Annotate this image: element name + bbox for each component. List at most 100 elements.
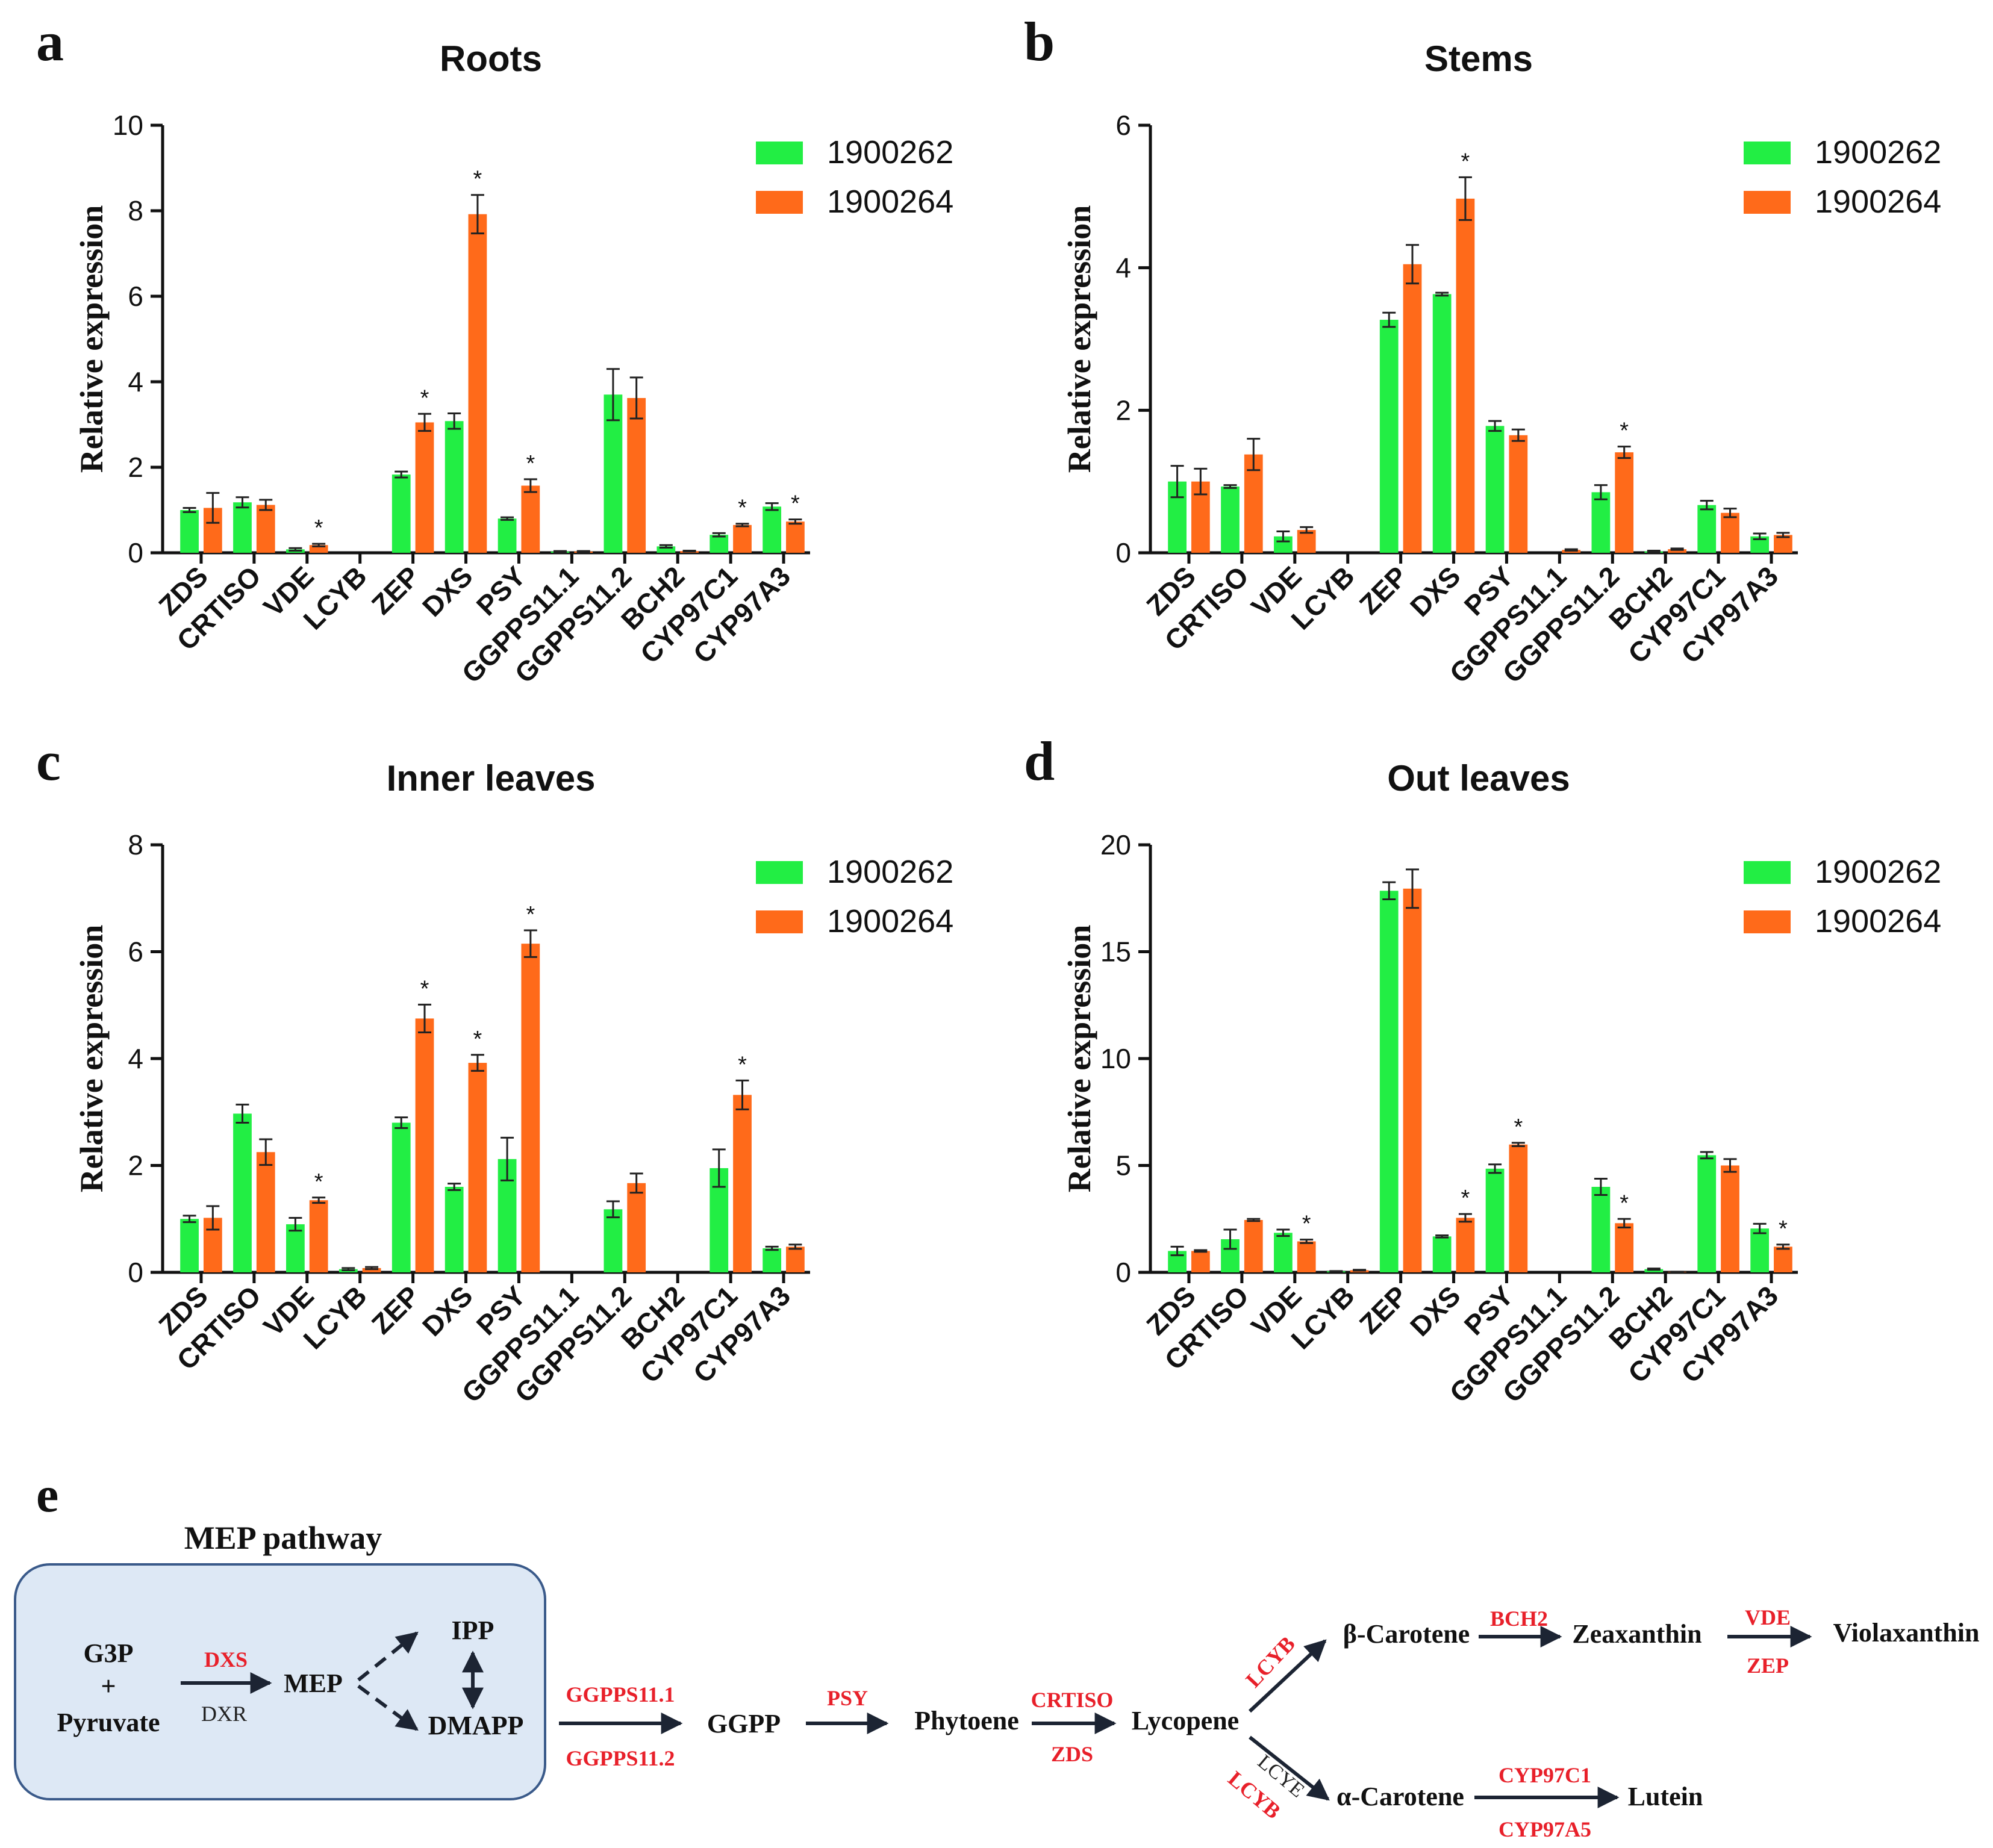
legend-swatch-1900262 xyxy=(1744,142,1791,164)
error-bar-1900262-ZEP xyxy=(395,470,408,479)
bar-1900264-CYP97C1 xyxy=(733,524,752,553)
error-bar-1900262-CRTISO xyxy=(1223,1228,1237,1250)
x-tick-label: DXS xyxy=(416,1280,479,1342)
y-tick-label: 5 xyxy=(1115,1150,1131,1181)
plus-label: + xyxy=(101,1672,116,1701)
bar-1900262-CRTISO xyxy=(233,502,252,553)
significance-star: * xyxy=(1461,149,1470,174)
error-bar-1900262-VDE xyxy=(289,1216,302,1232)
bar-1900262-DXS xyxy=(1432,1236,1452,1272)
bar-1900262-VDE xyxy=(1274,1233,1293,1272)
legend-label-1900262: 1900262 xyxy=(827,134,953,170)
gene-bch2: BCH2 xyxy=(1490,1607,1548,1631)
significance-star: * xyxy=(1461,1186,1470,1211)
phytoene-label: Phytoene xyxy=(914,1706,1019,1735)
legend-label-1900264: 1900264 xyxy=(827,184,953,220)
mep-pathway-box xyxy=(14,1563,546,1800)
gene-cyp97c1: CYP97C1 xyxy=(1499,1763,1591,1787)
error-bar-1900262-CRTISO xyxy=(235,496,249,509)
error-bar-1900262-DXS xyxy=(448,1183,461,1191)
y-tick-label: 0 xyxy=(1115,537,1131,568)
bar-1900264-PSY xyxy=(1509,1144,1528,1272)
error-bar-1900264-DXS xyxy=(470,1054,484,1072)
chart-title: Roots xyxy=(440,39,542,79)
zeaxanthin-label: Zeaxanthin xyxy=(1572,1619,1701,1649)
lutein-label: Lutein xyxy=(1628,1782,1703,1811)
arrow-mep-dmapp xyxy=(357,1684,419,1731)
significance-star: * xyxy=(473,1027,482,1052)
y-axis-label: Relative expression xyxy=(73,205,110,473)
gene-ggpps11-1: GGPPS11.1 xyxy=(566,1682,675,1706)
bar-1900262-PSY xyxy=(1485,426,1505,553)
y-tick-label: 20 xyxy=(1100,829,1131,860)
bar-1900264-CRTISO xyxy=(256,1152,275,1272)
error-bar-1900264-LCYB xyxy=(365,1266,379,1271)
error-bar-1900264-BCH2 xyxy=(682,549,696,553)
error-bar-1900262-CYP97C1 xyxy=(1700,500,1714,511)
legend-swatch-1900264 xyxy=(756,191,803,214)
error-bar-1900264-BCH2 xyxy=(1670,547,1684,551)
bar-1900264-GGPPS11.2 xyxy=(627,397,646,553)
error-bar-1900262-CYP97A3 xyxy=(765,502,779,511)
x-tick-label: DXS xyxy=(1404,560,1467,623)
legend-label-1900264: 1900264 xyxy=(827,903,953,939)
bar-1900262-CYP97C1 xyxy=(1697,1155,1717,1272)
panel-letter-c: c xyxy=(36,730,61,792)
error-bar-1900264-PSY xyxy=(523,478,537,493)
significance-star: * xyxy=(526,451,535,476)
panel-letter-e: e xyxy=(36,1467,58,1523)
chart-title: Out leaves xyxy=(1387,758,1570,798)
dmapp-label: DMAPP xyxy=(428,1711,524,1740)
bar-1900264-CYP97C1 xyxy=(1721,1165,1739,1272)
error-bar-1900264-ZDS xyxy=(206,492,220,524)
bar-1900264-DXS xyxy=(1456,198,1475,553)
bar-1900262-DXS xyxy=(1432,294,1452,553)
significance-star: * xyxy=(314,515,323,541)
mep-label: MEP xyxy=(284,1669,343,1698)
error-bar-1900264-GGPPS11.2 xyxy=(1617,1218,1631,1228)
bar-1900264-CRTISO xyxy=(256,505,275,553)
gene-lcyb-upper: LCYB xyxy=(1241,1632,1299,1692)
error-bar-1900262-CYP97A3 xyxy=(1753,1222,1767,1234)
pyruvate-label: Pyruvate xyxy=(57,1708,160,1737)
error-bar-1900262-CRTISO xyxy=(1223,484,1237,489)
error-bar-1900262-ZDS xyxy=(182,506,196,514)
y-axis-label: Relative expression xyxy=(1061,205,1097,473)
bar-1900262-GGPPS11.2 xyxy=(1591,492,1611,553)
error-bar-1900262-GGPPS11.2 xyxy=(606,1200,620,1219)
bar-1900262-CYP97A3 xyxy=(763,506,782,553)
gene-zep: ZEP xyxy=(1747,1654,1789,1678)
bar-1900262-GGPPS11.2 xyxy=(1591,1187,1611,1272)
ggpp-label: GGPP xyxy=(707,1709,781,1738)
gene-vde: VDE xyxy=(1745,1605,1791,1629)
pathway-diagram: e MEP pathway G3P + Pyruvate DXS DXR MEP… xyxy=(14,1467,1980,1841)
bar-1900264-ZDS xyxy=(1191,1251,1210,1272)
error-bar-1900264-CYP97A3 xyxy=(788,1243,802,1250)
bar-1900264-GGPPS11.2 xyxy=(627,1183,646,1272)
error-bar-1900264-CYP97C1 xyxy=(1723,1158,1737,1173)
x-tick-label: DXS xyxy=(1404,1280,1467,1342)
error-bar-1900262-BCH2 xyxy=(659,544,673,549)
error-bar-1900264-ZDS xyxy=(1194,467,1208,496)
bar-1900262-DXS xyxy=(444,421,464,553)
bar-1900264-CYP97C1 xyxy=(1721,512,1739,553)
y-tick-label: 10 xyxy=(1100,1043,1131,1074)
bar-1900262-PSY xyxy=(497,518,517,553)
significance-star: * xyxy=(420,385,429,411)
y-tick-label: 15 xyxy=(1100,936,1131,968)
violaxanthin-label: Violaxanthin xyxy=(1833,1618,1980,1647)
gene-cyp97a5: CYP97A5 xyxy=(1499,1817,1591,1841)
legend-swatch-1900264 xyxy=(756,910,803,933)
error-bar-1900264-PSY xyxy=(523,929,537,958)
error-bar-1900264-CYP97C1 xyxy=(735,523,749,527)
error-bar-1900262-PSY xyxy=(1488,1163,1502,1174)
legend-swatch-1900262 xyxy=(756,142,803,164)
error-bar-1900262-CYP97C1 xyxy=(712,532,726,538)
bar-1900264-DXS xyxy=(1456,1218,1475,1272)
error-bar-1900262-DXS xyxy=(1435,291,1449,297)
x-tick-label: DXS xyxy=(416,560,479,623)
bar-1900262-ZDS xyxy=(180,1219,199,1272)
gene-dxs: DXS xyxy=(204,1647,248,1672)
